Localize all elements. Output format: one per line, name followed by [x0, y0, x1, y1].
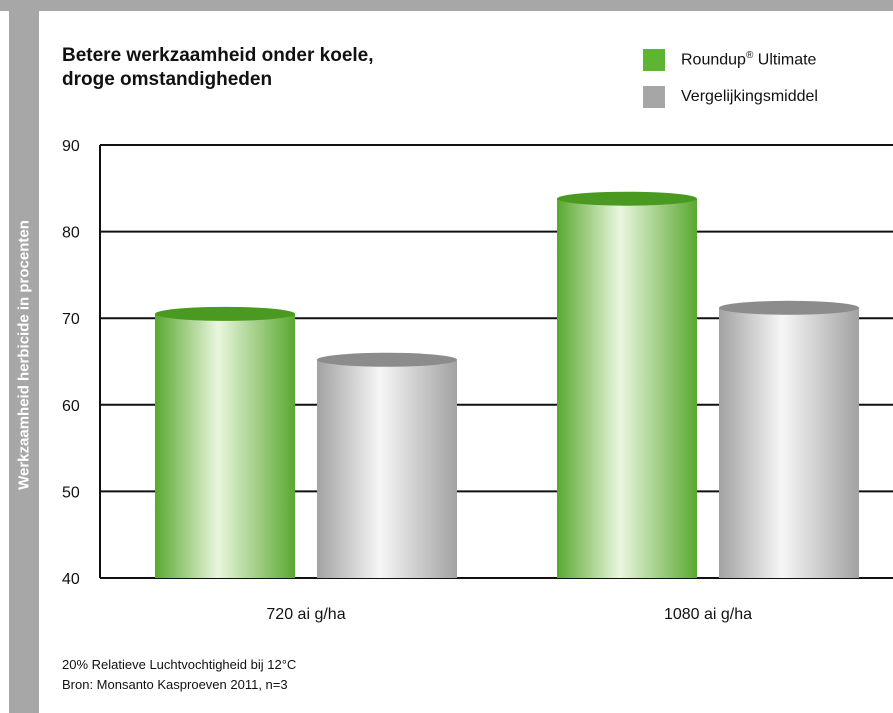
y-axis-label-band: Werkzaamheid herbicide in procenten	[9, 0, 39, 713]
y-tick-label: 70	[62, 311, 80, 328]
bar-roundup-1	[155, 306, 295, 578]
y-tick-label: 80	[62, 225, 80, 242]
chart-title-line-1: Betere werkzaamheid onder koele,	[62, 45, 374, 66]
legend-swatch-vergelijkingsmiddel	[643, 86, 665, 108]
legend-label-roundup: Roundup® Ultimate	[681, 50, 817, 69]
bar-top	[719, 300, 859, 315]
note-humidity: 20% Relatieve Luchtvochtigheid bij 12°C	[62, 657, 297, 672]
bar-top	[155, 306, 295, 321]
y-tick-label: 50	[62, 484, 80, 501]
note-source: Bron: Monsanto Kasproeven 2011, n=3	[62, 677, 288, 692]
y-tick-label: 40	[62, 571, 80, 588]
bar-vergelijkingsmiddel-2	[719, 300, 859, 578]
y-tick-label: 90	[62, 138, 80, 155]
legend-label-vergelijkingsmiddel: Vergelijkingsmiddel	[681, 88, 818, 105]
chart-notes: 20% Relatieve Luchtvochtigheid bij 12°C …	[62, 655, 296, 695]
legend-swatch-roundup	[643, 49, 665, 71]
bar-body	[155, 313, 295, 578]
legend-item-roundup: Roundup® Ultimate	[643, 49, 816, 71]
y-tick-label: 60	[62, 398, 80, 415]
bar-roundup-2	[557, 191, 697, 578]
bar-body	[317, 359, 457, 578]
bar-top	[557, 191, 697, 206]
bar-body	[719, 307, 859, 578]
chart-title-line-2: droge omstandigheden	[62, 69, 273, 90]
x-category-label: 1080 ai g/ha	[664, 606, 752, 623]
chart-title: Betere werkzaamheid onder koele, droge o…	[62, 44, 374, 92]
bar-vergelijkingsmiddel-1	[317, 352, 457, 578]
bar-body	[557, 198, 697, 578]
chart-plot: 40 50 60 70 80 90 720 ai g/ha 1080 ai g/ha	[62, 138, 893, 623]
legend-item-vergelijkingsmiddel: Vergelijkingsmiddel	[643, 86, 818, 108]
frame-top-border	[0, 0, 893, 11]
x-category-label: 720 ai g/ha	[266, 606, 345, 623]
bar-top	[317, 352, 457, 367]
